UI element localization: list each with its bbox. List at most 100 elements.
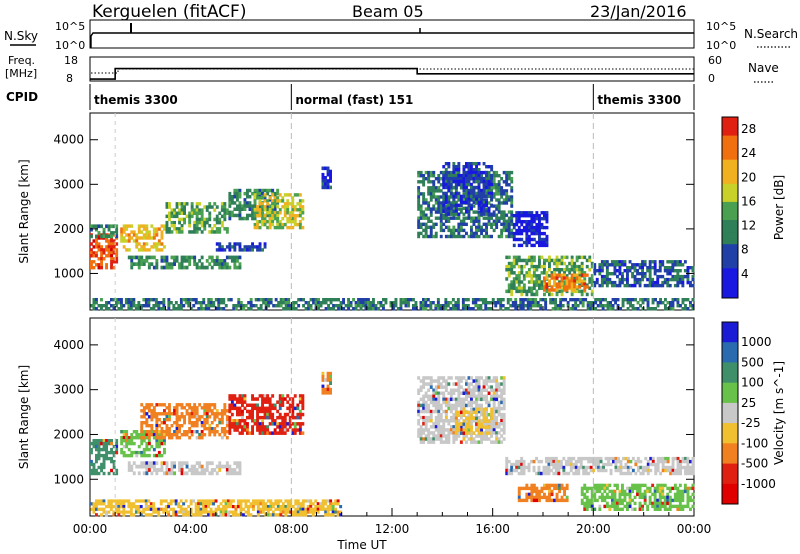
data-cell xyxy=(480,174,483,178)
data-cell xyxy=(454,174,458,178)
data-cell xyxy=(337,307,340,311)
data-cell xyxy=(163,433,166,437)
data-cell xyxy=(132,450,136,455)
data-cell xyxy=(218,211,222,215)
data-cell xyxy=(228,415,232,420)
data-cell xyxy=(210,468,214,472)
data-cell xyxy=(92,251,96,255)
data-cell xyxy=(611,501,614,506)
data-cell xyxy=(286,428,290,432)
data-cell xyxy=(107,248,111,252)
data-cell xyxy=(611,489,614,494)
data-cell xyxy=(569,456,573,461)
data-cell xyxy=(127,224,131,228)
data-cell xyxy=(149,307,153,311)
data-cell xyxy=(477,419,481,423)
data-cell xyxy=(574,459,578,464)
data-cell xyxy=(462,179,466,184)
data-cell xyxy=(558,273,561,277)
data-cell xyxy=(631,486,634,491)
data-cell xyxy=(505,174,509,178)
data-cell xyxy=(364,298,368,302)
data-cell xyxy=(225,430,229,434)
data-cell xyxy=(579,465,583,470)
data-cell xyxy=(173,461,176,466)
data-cell xyxy=(543,279,546,283)
data-cell xyxy=(147,424,151,428)
data-cell xyxy=(661,280,665,285)
data-cell xyxy=(636,269,639,273)
data-cell xyxy=(585,495,589,500)
data-cell xyxy=(347,298,350,302)
data-cell xyxy=(465,403,468,408)
data-cell xyxy=(506,307,510,311)
data-cell xyxy=(462,198,466,202)
data-cell xyxy=(444,176,448,181)
data-cell xyxy=(510,198,514,202)
data-cell xyxy=(502,412,506,417)
data-cell xyxy=(127,436,131,440)
data-cell xyxy=(495,382,499,386)
data-cell xyxy=(135,453,139,458)
data-cell xyxy=(183,259,186,263)
data-cell xyxy=(521,307,525,311)
data-cell xyxy=(147,436,151,440)
data-cell xyxy=(429,228,433,233)
data-cell xyxy=(530,231,534,236)
data-cell xyxy=(502,403,506,408)
data-cell xyxy=(465,410,468,414)
data-cell xyxy=(424,207,428,211)
data-cell xyxy=(253,245,257,249)
data-cell xyxy=(261,403,264,407)
data-cell xyxy=(90,260,93,264)
data-cell xyxy=(189,298,193,302)
data-cell xyxy=(238,406,242,411)
data-cell xyxy=(629,298,632,302)
data-cell xyxy=(467,437,471,441)
data-cell xyxy=(329,381,332,385)
data-cell xyxy=(550,492,554,497)
data-cell xyxy=(593,266,597,270)
data-cell xyxy=(439,170,443,175)
data-cell xyxy=(261,415,264,420)
data-cell xyxy=(470,203,473,207)
data-cell xyxy=(676,462,680,467)
data-cell xyxy=(127,255,131,260)
data-cell xyxy=(286,208,290,212)
data-cell xyxy=(611,298,615,302)
data-cell xyxy=(140,262,144,266)
data-cell xyxy=(225,468,229,472)
data-cell xyxy=(145,242,149,246)
data-cell xyxy=(394,304,398,308)
data-cell xyxy=(424,301,428,305)
data-cell xyxy=(163,255,166,260)
data-cell xyxy=(92,468,96,473)
data-cell xyxy=(530,222,534,227)
data-cell xyxy=(429,195,433,199)
data-cell xyxy=(472,194,476,199)
data-cell xyxy=(193,415,197,419)
data-cell xyxy=(210,412,214,416)
data-cell xyxy=(444,197,448,202)
data-cell xyxy=(198,403,202,407)
data-cell xyxy=(193,255,197,260)
data-cell xyxy=(482,191,486,196)
data-cell xyxy=(515,286,519,290)
data-cell xyxy=(321,384,325,389)
data-cell xyxy=(495,198,499,202)
data-cell xyxy=(238,461,242,466)
data-cell xyxy=(653,489,657,494)
data-cell xyxy=(541,298,545,302)
data-cell xyxy=(100,298,103,302)
data-cell xyxy=(273,431,277,435)
data-cell xyxy=(530,243,534,248)
data-cell xyxy=(145,224,149,228)
data-cell xyxy=(663,280,667,285)
data-cell xyxy=(157,227,161,231)
data-cell xyxy=(120,298,123,302)
data-cell xyxy=(266,415,270,420)
freq-tick-bottom: 8 xyxy=(66,72,73,85)
data-cell xyxy=(369,304,373,308)
data-cell xyxy=(149,298,153,302)
data-cell xyxy=(621,492,624,497)
